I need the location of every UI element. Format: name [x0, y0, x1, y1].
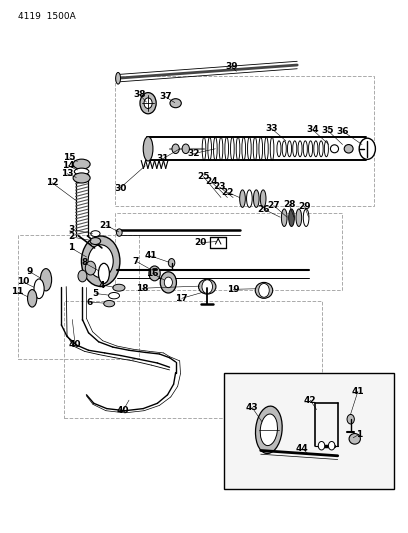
Text: 27: 27 [267, 201, 280, 210]
Text: 32: 32 [188, 149, 200, 158]
Text: 34: 34 [306, 125, 319, 134]
Text: 30: 30 [114, 183, 126, 192]
Circle shape [149, 266, 160, 281]
Text: 1: 1 [68, 244, 74, 253]
Text: 20: 20 [195, 238, 207, 247]
Text: 9: 9 [27, 268, 33, 276]
Ellipse shape [255, 282, 273, 298]
Circle shape [347, 415, 354, 424]
Ellipse shape [109, 293, 120, 299]
Circle shape [144, 98, 152, 109]
Ellipse shape [27, 289, 37, 307]
Text: 19: 19 [227, 285, 239, 294]
Text: 41: 41 [144, 252, 157, 261]
Ellipse shape [88, 245, 113, 278]
Circle shape [359, 138, 375, 159]
Text: 7: 7 [133, 257, 139, 265]
Text: 14: 14 [62, 161, 75, 170]
Text: 38: 38 [133, 90, 145, 99]
Ellipse shape [246, 190, 252, 207]
Text: 28: 28 [283, 200, 295, 209]
Circle shape [182, 144, 189, 154]
Text: 33: 33 [266, 124, 278, 133]
Text: 1: 1 [356, 430, 362, 439]
Text: 13: 13 [61, 169, 73, 178]
Text: 29: 29 [298, 201, 311, 211]
Ellipse shape [253, 190, 259, 207]
Ellipse shape [289, 209, 294, 227]
Text: 35: 35 [322, 126, 334, 135]
Text: 39: 39 [225, 62, 238, 71]
Text: 40: 40 [69, 341, 81, 350]
Text: 8: 8 [81, 259, 88, 267]
Text: 16: 16 [146, 269, 159, 278]
Text: 18: 18 [136, 284, 148, 293]
Text: 31: 31 [156, 155, 169, 164]
Circle shape [328, 441, 335, 450]
Circle shape [169, 259, 175, 267]
Ellipse shape [115, 72, 120, 84]
Ellipse shape [260, 414, 277, 446]
Ellipse shape [104, 301, 115, 307]
Text: 5: 5 [93, 289, 99, 298]
Ellipse shape [255, 406, 282, 454]
Text: 4119  1500A: 4119 1500A [18, 12, 75, 21]
Ellipse shape [34, 279, 44, 298]
Circle shape [164, 277, 173, 288]
Bar [224, 373, 395, 489]
Text: 43: 43 [246, 402, 258, 411]
Text: 4: 4 [99, 280, 105, 289]
Ellipse shape [90, 238, 101, 245]
Circle shape [116, 229, 122, 236]
Text: 10: 10 [17, 277, 29, 286]
Ellipse shape [170, 99, 181, 108]
Text: 23: 23 [213, 182, 226, 191]
Circle shape [318, 441, 325, 450]
Circle shape [172, 144, 179, 154]
Text: 26: 26 [258, 205, 270, 214]
Circle shape [259, 284, 269, 297]
Ellipse shape [360, 140, 368, 158]
Text: 37: 37 [159, 92, 172, 101]
Text: 41: 41 [352, 386, 364, 395]
Ellipse shape [303, 209, 309, 227]
Circle shape [202, 280, 213, 294]
Ellipse shape [349, 433, 360, 444]
Text: 42: 42 [304, 395, 317, 405]
Ellipse shape [143, 136, 153, 161]
Text: 40: 40 [117, 406, 129, 415]
Ellipse shape [260, 190, 266, 207]
Ellipse shape [113, 284, 125, 291]
Ellipse shape [74, 168, 89, 175]
Text: 17: 17 [175, 294, 188, 303]
Ellipse shape [73, 159, 90, 169]
Circle shape [140, 93, 156, 114]
Ellipse shape [40, 269, 52, 291]
Text: 44: 44 [296, 444, 308, 453]
Text: 2: 2 [68, 232, 74, 241]
Ellipse shape [344, 144, 353, 153]
Ellipse shape [282, 209, 287, 227]
Ellipse shape [330, 145, 339, 153]
Text: 25: 25 [197, 172, 209, 181]
Ellipse shape [98, 263, 109, 284]
Text: 15: 15 [63, 154, 76, 163]
Ellipse shape [91, 231, 100, 237]
Ellipse shape [73, 173, 90, 183]
Circle shape [78, 270, 87, 282]
Text: 11: 11 [11, 287, 24, 296]
Text: 24: 24 [205, 177, 217, 186]
Text: 3: 3 [68, 225, 74, 234]
Ellipse shape [239, 190, 245, 207]
Ellipse shape [82, 236, 120, 286]
Circle shape [160, 272, 176, 293]
Text: 12: 12 [46, 178, 58, 187]
Text: 21: 21 [100, 221, 112, 230]
Circle shape [85, 261, 96, 275]
Text: 22: 22 [221, 188, 234, 197]
Ellipse shape [199, 279, 216, 294]
Ellipse shape [296, 209, 302, 227]
Text: 6: 6 [86, 297, 93, 306]
Text: 36: 36 [337, 127, 349, 136]
